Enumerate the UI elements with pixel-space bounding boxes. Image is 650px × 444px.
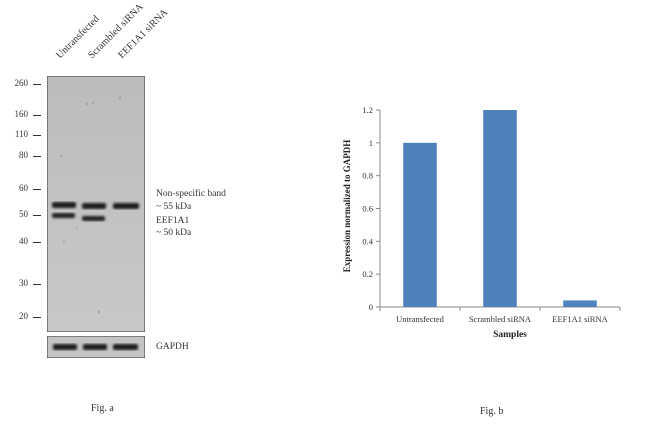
mw-tick	[33, 317, 41, 318]
bar	[403, 142, 437, 307]
x-tick-label: Untransfected	[396, 314, 444, 324]
mw-tick	[33, 135, 41, 136]
x-axis-label: Samples	[493, 330, 527, 340]
y-tick-label: 1	[369, 138, 373, 148]
mw-tick	[33, 242, 41, 243]
fig-b-caption: Fig. b	[480, 406, 504, 417]
fig-a-caption: Fig. a	[91, 403, 114, 414]
y-tick-label: 0.6	[362, 204, 373, 214]
mw-label: 20	[19, 311, 28, 321]
y-axis: 0 0.2 0.4 0.6 0.8 1 1.2	[362, 105, 381, 312]
mw-label: 40	[19, 236, 28, 246]
eef1a1-band-label: EEF1A1	[156, 216, 190, 226]
mw-tick	[33, 84, 41, 85]
x-tick-label: Scrambled siRNA	[469, 314, 532, 324]
y-tick-label: 1.2	[362, 105, 373, 115]
mw-label: 80	[19, 150, 28, 160]
gapdh-label: GAPDH	[156, 342, 189, 352]
mw-label: 110	[14, 129, 28, 139]
western-blot-image	[47, 76, 145, 332]
mw-tick	[33, 215, 41, 216]
y-tick-label: 0.8	[362, 171, 373, 181]
mw-tick	[33, 115, 41, 116]
mw-label: 60	[19, 183, 28, 193]
mw-label: 50	[19, 209, 28, 219]
mw-tick	[33, 284, 41, 285]
x-axis: Untransfected Scrambled siRNA EEF1A1 siRNA	[379, 306, 621, 324]
non-specific-band-label: Non-specific band	[156, 189, 226, 199]
bars	[403, 110, 597, 307]
mw-label: 260	[14, 78, 29, 88]
non-specific-band-size: ~ 55 kDa	[156, 202, 192, 212]
gapdh-blot-image	[47, 336, 145, 358]
mw-label: 160	[14, 109, 29, 119]
eef1a1-band-size: ~ 50 kDa	[156, 228, 192, 238]
y-tick-label: 0.2	[362, 269, 373, 279]
y-axis-label: Expression normalized to GAPDH	[342, 140, 352, 273]
y-tick-label: 0	[369, 302, 373, 312]
y-tick-label: 0.4	[362, 236, 373, 246]
mw-tick	[33, 189, 41, 190]
x-tick-label: EEF1A1 siRNA	[552, 314, 608, 324]
mw-tick	[33, 156, 41, 157]
mw-label: 30	[19, 278, 28, 288]
bar-chart: 0 0.2 0.4 0.6 0.8 1 1.2 Untransfected Scrambled…	[342, 105, 621, 340]
bar	[563, 300, 597, 307]
bar	[483, 110, 517, 307]
